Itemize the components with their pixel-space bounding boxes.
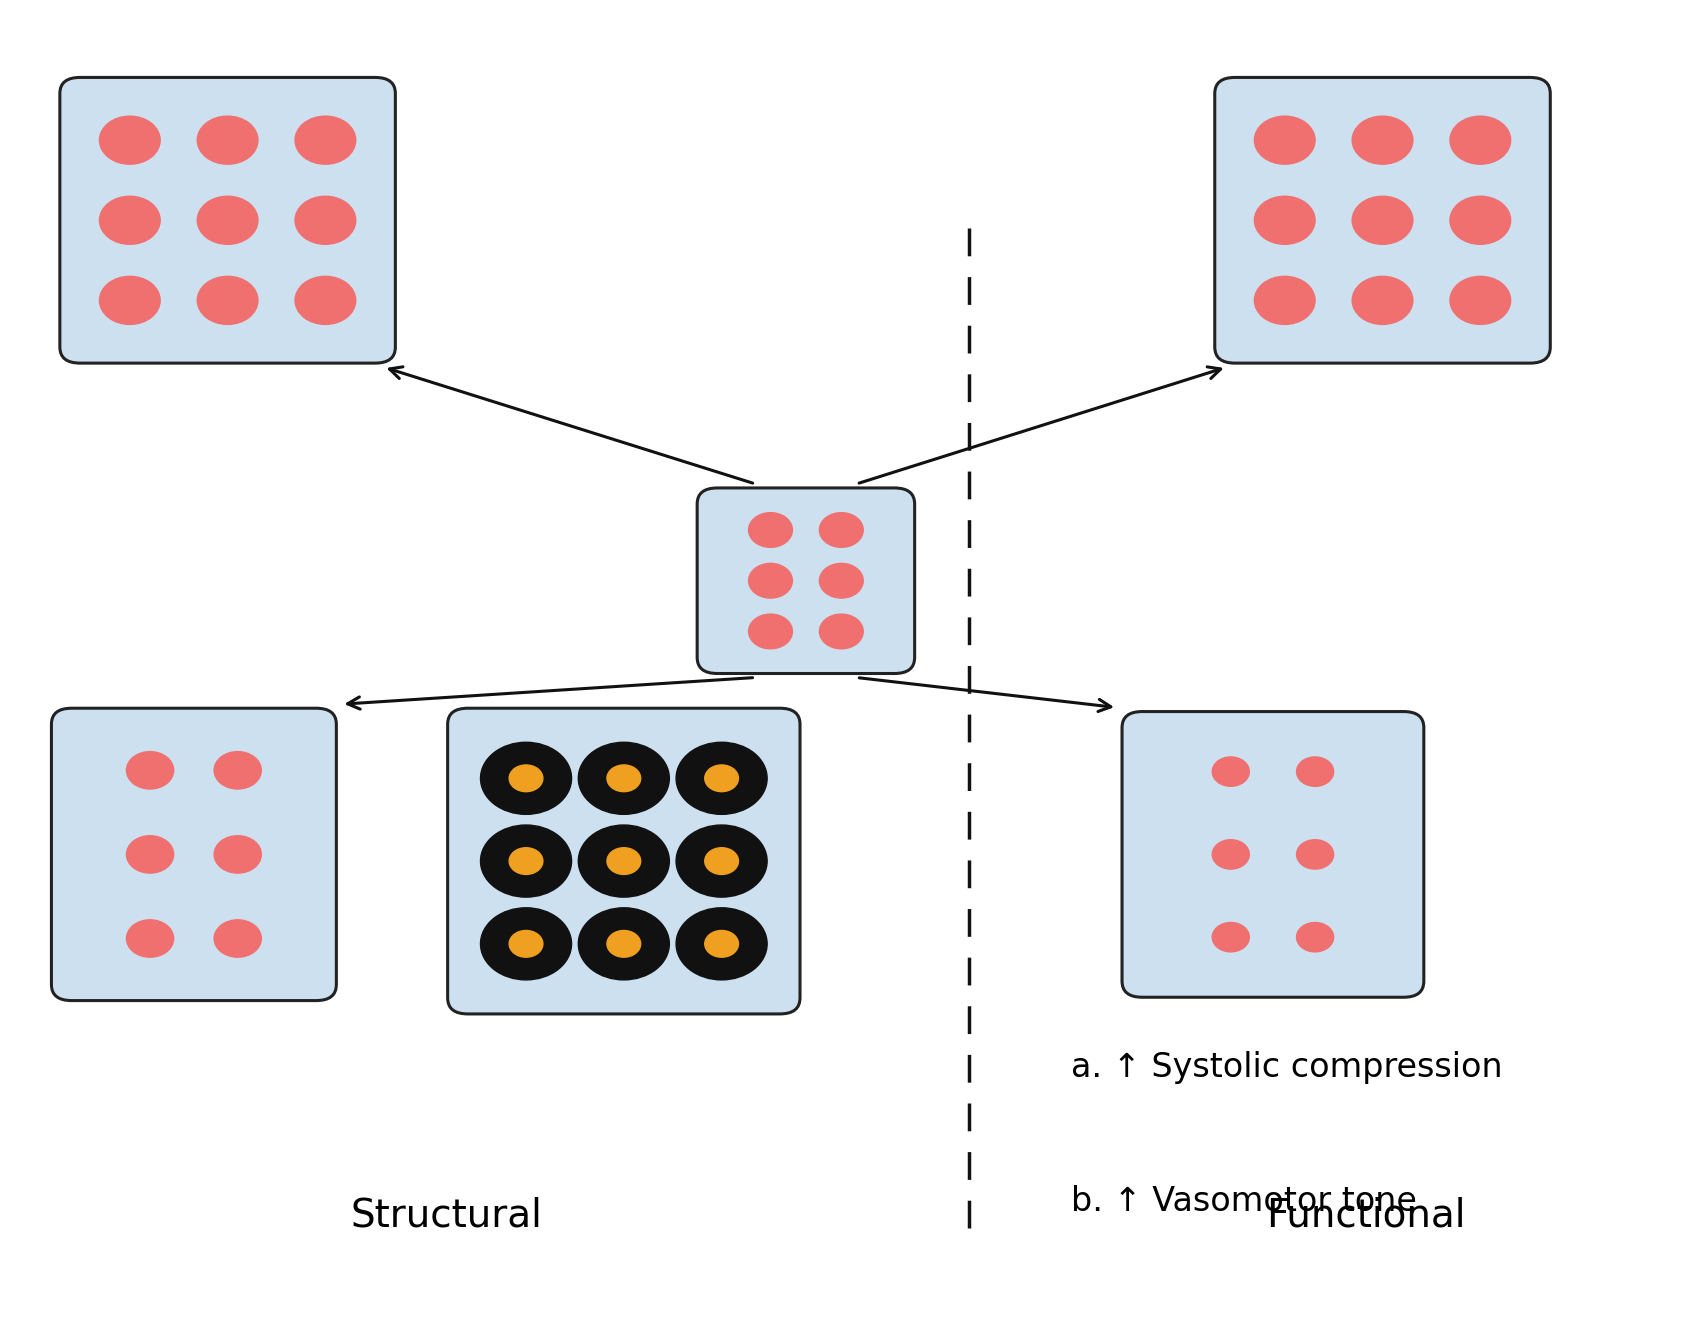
Text: a. ↑ Systolic compression: a. ↑ Systolic compression: [1071, 1052, 1502, 1084]
Circle shape: [1254, 116, 1315, 164]
Circle shape: [1450, 196, 1511, 244]
Circle shape: [1352, 276, 1413, 324]
Circle shape: [749, 614, 792, 649]
Circle shape: [578, 742, 669, 814]
Circle shape: [481, 742, 572, 814]
Circle shape: [1297, 757, 1334, 786]
Circle shape: [509, 848, 543, 874]
FancyBboxPatch shape: [52, 708, 337, 1001]
Circle shape: [1297, 922, 1334, 952]
Text: b. ↑ Vasomotor tone: b. ↑ Vasomotor tone: [1071, 1185, 1416, 1218]
Circle shape: [1254, 196, 1315, 244]
Circle shape: [126, 752, 174, 789]
Circle shape: [295, 276, 356, 324]
Circle shape: [607, 765, 641, 792]
Circle shape: [1212, 840, 1249, 869]
FancyBboxPatch shape: [1214, 77, 1551, 363]
Circle shape: [578, 825, 669, 897]
Circle shape: [99, 196, 160, 244]
Circle shape: [295, 116, 356, 164]
Circle shape: [126, 836, 174, 873]
Circle shape: [295, 196, 356, 244]
Circle shape: [197, 196, 258, 244]
Circle shape: [705, 765, 738, 792]
Circle shape: [197, 276, 258, 324]
Circle shape: [214, 752, 261, 789]
Circle shape: [819, 563, 863, 598]
Circle shape: [1212, 757, 1249, 786]
Circle shape: [1450, 276, 1511, 324]
Circle shape: [607, 930, 641, 957]
Circle shape: [1450, 116, 1511, 164]
Circle shape: [481, 825, 572, 897]
Circle shape: [676, 742, 767, 814]
Circle shape: [676, 908, 767, 980]
Circle shape: [481, 908, 572, 980]
Circle shape: [99, 276, 160, 324]
Circle shape: [676, 825, 767, 897]
Circle shape: [749, 513, 792, 547]
Circle shape: [99, 116, 160, 164]
Text: Functional: Functional: [1266, 1197, 1465, 1235]
Circle shape: [607, 848, 641, 874]
Circle shape: [214, 836, 261, 873]
Circle shape: [1254, 276, 1315, 324]
Circle shape: [1352, 116, 1413, 164]
FancyBboxPatch shape: [61, 77, 395, 363]
Circle shape: [197, 116, 258, 164]
Circle shape: [1212, 922, 1249, 952]
Circle shape: [819, 614, 863, 649]
Circle shape: [749, 563, 792, 598]
FancyBboxPatch shape: [448, 708, 801, 1015]
Circle shape: [819, 513, 863, 547]
Circle shape: [509, 765, 543, 792]
FancyBboxPatch shape: [1123, 712, 1423, 997]
Circle shape: [126, 920, 174, 957]
Circle shape: [1352, 196, 1413, 244]
FancyBboxPatch shape: [698, 489, 914, 673]
Circle shape: [705, 930, 738, 957]
Circle shape: [705, 848, 738, 874]
Circle shape: [509, 930, 543, 957]
Circle shape: [578, 908, 669, 980]
Circle shape: [214, 920, 261, 957]
Text: Structural: Structural: [351, 1197, 543, 1235]
Circle shape: [1297, 840, 1334, 869]
